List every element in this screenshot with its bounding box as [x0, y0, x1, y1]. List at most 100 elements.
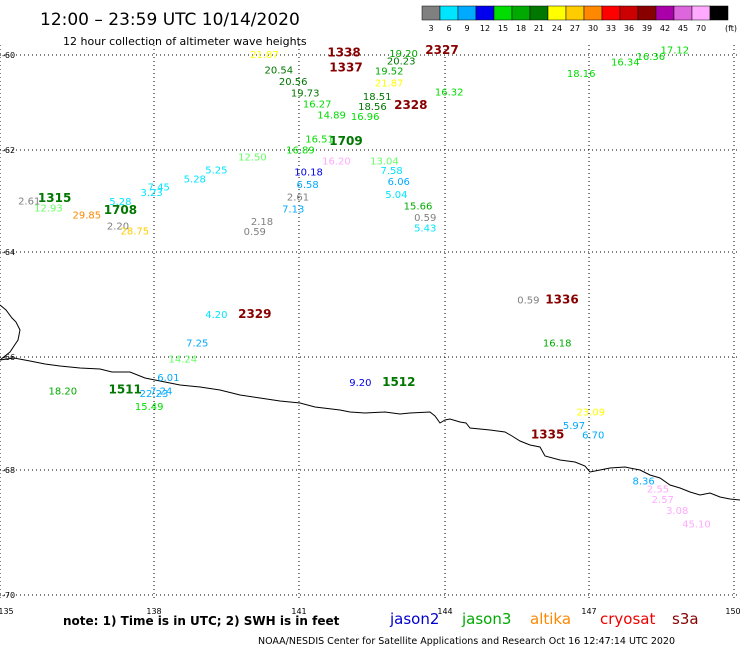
wave-height-label: 16.96: [351, 112, 380, 123]
scale-swatch: [691, 5, 711, 21]
track-time-label: 1335: [531, 427, 564, 441]
scale-tick-label: 12: [480, 24, 490, 33]
wave-height-label: 20.54: [264, 65, 293, 76]
wave-height-label: 9.20: [349, 378, 371, 389]
scale-swatch: [493, 5, 513, 21]
longitude-tick-label: 141: [291, 607, 306, 616]
scale-tick-label: 15: [498, 24, 508, 33]
wave-height-label: 18.20: [48, 387, 77, 398]
longitude-tick-label: 135: [0, 607, 14, 616]
wave-height-label: 16.27: [303, 99, 332, 110]
scale-swatch: [475, 5, 495, 21]
page-title: 12:00 – 23:59 UTC 10/14/2020: [40, 10, 300, 30]
latitude-tick-label: -60: [2, 51, 15, 60]
wave-height-label: 2.20: [107, 221, 129, 232]
scale-tick-label: 45: [678, 24, 688, 33]
wave-height-label: 2.57: [652, 495, 674, 506]
scale-swatch: [565, 5, 585, 21]
wave-height-label: 16.32: [435, 88, 464, 99]
latitude-tick-label: -70: [2, 591, 15, 600]
wave-height-label: 18.51: [363, 92, 392, 103]
scale-unit-label: (ft): [725, 24, 737, 33]
track-time-label: 2329: [238, 307, 271, 321]
track-time-label: 2327: [425, 43, 458, 57]
scale-swatch: [673, 5, 693, 21]
wave-height-label: 6.01: [157, 373, 179, 384]
longitude-ticks: 135 138 141 144 147 150: [0, 607, 740, 616]
wave-height-label: 0.59: [517, 295, 539, 306]
wave-height-label: 20.23: [387, 57, 416, 68]
wave-height-label: 7.24: [150, 387, 172, 398]
wave-height-label: 14.24: [168, 354, 197, 365]
wave-height-label: 45.10: [682, 520, 711, 531]
wave-height-label: 12.93: [34, 204, 63, 215]
wave-height-label: 5.43: [414, 224, 436, 235]
wave-height-label: 16.89: [286, 145, 315, 156]
wave-height-label: 3.08: [666, 506, 688, 517]
scale-tick-label: 9: [464, 24, 469, 33]
track-time-label: 1336: [545, 292, 578, 306]
wave-height-label: 4.20: [205, 310, 227, 321]
wave-height-label: 2.18: [251, 217, 273, 228]
lat-lon-grid: [0, 45, 740, 600]
wave-height-label: 3.23: [140, 188, 162, 199]
wave-height-label: 6.70: [582, 430, 604, 441]
track-time-label: 1708: [104, 203, 137, 217]
coastline-fragment: [0, 304, 21, 361]
wave-height-label: 21.87: [250, 50, 279, 61]
longitude-tick-label: 147: [581, 607, 596, 616]
scale-swatch: [709, 5, 729, 21]
scale-tick-label: 42: [660, 24, 670, 33]
scale-swatch: [529, 5, 549, 21]
scale-swatch: [511, 5, 531, 21]
footer-note: note: 1) Time is in UTC; 2) SWH is in fe…: [63, 614, 340, 628]
wave-height-label: 5.28: [184, 174, 206, 185]
wave-height-label: 23.09: [576, 408, 605, 419]
wave-height-label: 5.04: [385, 190, 407, 201]
wave-height-label: 18.16: [567, 69, 596, 80]
satellite-legend-entry: jason3: [461, 610, 511, 628]
scale-tick-label: 21: [534, 24, 544, 33]
longitude-tick-label: 138: [146, 607, 161, 616]
wave-height-label: 14.89: [317, 111, 346, 122]
satellite-legend-entry: cryosat: [600, 610, 655, 628]
wave-height-label: 6.58: [296, 180, 318, 191]
latitude-tick-label: -64: [2, 248, 15, 257]
scale-tick-label: 18: [516, 24, 526, 33]
track-time-label: 1512: [382, 375, 415, 389]
wave-height-label: 15.49: [135, 402, 164, 413]
wave-height-label: 22.23: [140, 389, 169, 400]
scale-tick-label: 3: [428, 24, 433, 33]
track-time-label: 1315: [38, 191, 71, 205]
wave-height-color-scale: 3 6 9 12 15 18 21 24 27 30 33 36 39 42 45 70: [421, 5, 729, 33]
scale-tick-label: 24: [552, 24, 562, 33]
satellite-legend-entry: jason2: [389, 610, 439, 628]
wave-height-label: 7.25: [186, 339, 208, 350]
satellite-legend-entry: altika: [530, 610, 571, 628]
track-time-label: 1709: [329, 134, 362, 148]
wave-height-label: 29.85: [72, 211, 101, 222]
wave-height-label: 0.59: [244, 227, 266, 238]
wave-height-label: 10.18: [294, 167, 323, 178]
wave-height-label: 12.50: [238, 152, 267, 163]
scale-swatch: [601, 5, 621, 21]
wave-height-label: 16.36: [636, 52, 665, 63]
wave-height-label: 5.25: [205, 165, 227, 176]
scale-tick-label: 27: [570, 24, 580, 33]
latitude-tick-label: -62: [2, 146, 15, 155]
track-time-label: 1337: [329, 61, 362, 75]
wave-height-label: 13.04: [370, 157, 399, 168]
wave-height-label: 2.61: [18, 197, 40, 208]
wave-height-label: 17.12: [660, 45, 689, 56]
scale-tick-label: 70: [696, 24, 706, 33]
wave-height-label: 6.06: [388, 177, 410, 188]
track-time-label: 1511: [108, 383, 141, 397]
scale-swatch: [637, 5, 657, 21]
latitude-ticks: -60 -62 -64 -66 -68 -70: [2, 51, 15, 600]
wave-height-label: 15.66: [404, 201, 433, 212]
longitude-tick-label: 144: [437, 607, 452, 616]
wave-height-label: 16.20: [322, 157, 351, 168]
wave-height-label: 0.59: [414, 213, 436, 224]
